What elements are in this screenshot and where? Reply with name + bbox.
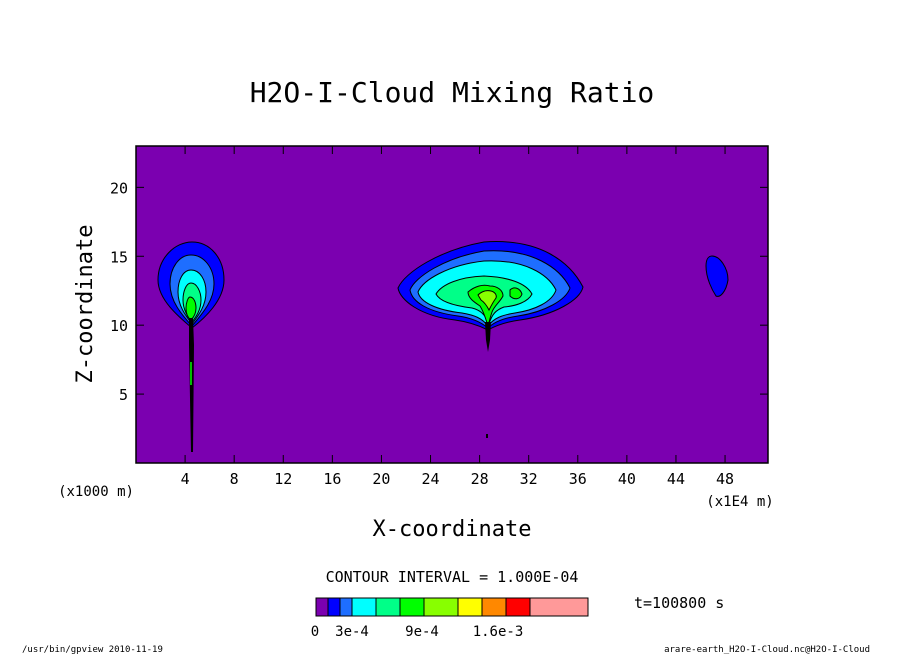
colorbar-swatch: [481, 597, 507, 617]
x-tick-label: 8: [230, 470, 239, 488]
x-tick-label: 40: [618, 470, 636, 488]
cloud-2-speck: [486, 434, 488, 438]
colorbar-swatch: [339, 597, 353, 617]
x-tick-label: 12: [274, 470, 292, 488]
x-tick-label: 32: [520, 470, 538, 488]
time-label: t=100800 s: [634, 594, 724, 612]
colorbar-label-0: 0: [311, 624, 319, 640]
contour-interval-label: CONTOUR INTERVAL = 1.000E-04: [326, 568, 579, 586]
colorbar-label-1: 3e-4: [335, 624, 369, 640]
colorbar-swatch: [351, 597, 377, 617]
cloud-3-contours: [705, 255, 729, 297]
colorbar-swatch: [375, 597, 401, 617]
footer-right: arare-earth_H2O-I-Cloud.nc@H2O-I-Cloud: [664, 645, 870, 654]
x-tick-label: 4: [181, 470, 190, 488]
cloud-2-contours: [397, 241, 584, 438]
x-axis-label: X-coordinate: [373, 517, 532, 542]
x-unit-left: (x1000 m): [58, 484, 134, 500]
y-axis: 5 10 15 20: [110, 179, 768, 404]
colorbar-swatch: [505, 597, 531, 617]
x-tick-label: 24: [421, 470, 439, 488]
colorbar-label-2: 9e-4: [405, 624, 439, 640]
x-tick-label: 44: [667, 470, 685, 488]
colorbar-labels: 0 3e-4 9e-4 1.6e-3: [311, 624, 524, 640]
colorbar-swatch: [315, 597, 329, 617]
chart-title: H2O-I-Cloud Mixing Ratio: [250, 76, 655, 109]
x-tick-label: 20: [372, 470, 390, 488]
x-axis: 4 8 12 16 20 24 28 32 36 40 44 48: [181, 146, 734, 488]
contour-level-5b: [509, 287, 523, 300]
footer-left: /usr/bin/gpview 2010-11-19: [22, 645, 163, 654]
cloud-2-stem: [485, 322, 491, 352]
colorbar-swatch: [423, 597, 459, 617]
contour-level-6: [477, 290, 497, 312]
colorbar-swatch: [327, 597, 341, 617]
x-unit-right: (x1E4 m): [706, 494, 773, 510]
y-tick-label: 20: [110, 179, 128, 197]
y-tick-label: 15: [110, 248, 128, 266]
colorbar-label-3: 1.6e-3: [473, 624, 524, 640]
plot-frame: [135, 145, 769, 464]
y-tick-label: 10: [110, 317, 128, 335]
x-tick-label: 16: [323, 470, 341, 488]
y-tick-label: 5: [119, 386, 128, 404]
colorbar: [315, 597, 589, 617]
contour-level-1: [705, 255, 729, 297]
y-axis-label: Z-coordinate: [73, 225, 98, 384]
cloud-1-contours: [157, 241, 225, 452]
colorbar-swatch: [399, 597, 425, 617]
x-tick-label: 36: [569, 470, 587, 488]
plot-area: [135, 145, 769, 464]
x-tick-label: 28: [471, 470, 489, 488]
x-tick-label: 48: [716, 470, 734, 488]
colorbar-swatch: [457, 597, 483, 617]
colorbar-swatch: [529, 597, 589, 617]
